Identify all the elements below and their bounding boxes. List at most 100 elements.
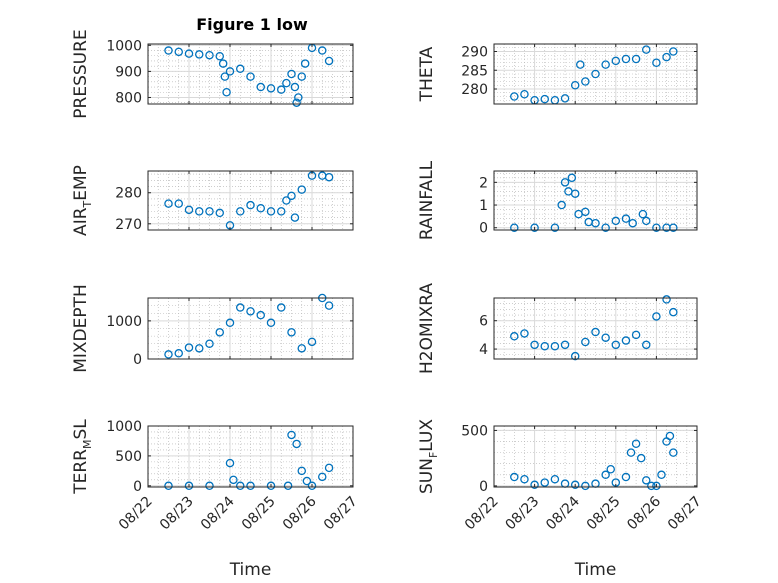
data-point (297, 72, 306, 81)
data-point (287, 430, 296, 440)
data-point (611, 340, 621, 350)
data-point (246, 200, 255, 210)
x-tick-label: 08/24 (543, 493, 583, 533)
data-point (510, 332, 519, 341)
axes-box (493, 43, 698, 105)
data-point (510, 92, 519, 101)
data-point (292, 98, 301, 107)
x-tick-label: 08/26 (280, 493, 320, 533)
data-point (266, 481, 276, 491)
data-point (205, 50, 214, 60)
data-point (642, 340, 651, 350)
x-axis-label: Time (574, 560, 617, 580)
data-point (317, 46, 327, 55)
data-point (307, 481, 317, 491)
data-point (229, 475, 238, 485)
data-point (287, 328, 296, 337)
data-point (628, 218, 637, 228)
data-point (540, 94, 550, 104)
axes-box (493, 170, 698, 231)
x-tick-label: 08/22 (462, 493, 502, 533)
data-point (647, 481, 656, 491)
figure-title: Figure 1 low (196, 15, 308, 34)
y-tick-label: 1000 (106, 314, 142, 330)
data-point (246, 481, 255, 491)
x-tick-label: 08/22 (116, 493, 156, 533)
data-point (530, 223, 539, 232)
axes-box (493, 425, 698, 488)
subplot-mixdepth: 0 1000 MIXDEPTH (71, 284, 354, 373)
data-point (287, 191, 296, 201)
y-axis-label: AIRTEMP (71, 165, 94, 236)
y-tick-label: 0 (479, 479, 488, 495)
y-axis-label: H2OMIXRA (417, 283, 437, 374)
data-point (282, 78, 291, 88)
data-point (215, 52, 224, 61)
data-point (282, 196, 291, 205)
data-point (205, 207, 214, 216)
data-point (510, 472, 519, 482)
data-point (601, 470, 610, 480)
data-point (631, 54, 641, 64)
data-point (302, 476, 312, 486)
data-point (297, 466, 306, 476)
data-point (626, 448, 636, 457)
data-point (164, 199, 173, 208)
data-point (324, 301, 334, 310)
y-tick-label: 4 (479, 342, 488, 358)
data-point (184, 481, 194, 491)
y-axis-label: TERRMSL (71, 419, 94, 495)
data-point (256, 82, 265, 92)
axes-box (493, 297, 698, 360)
data-point (520, 329, 529, 338)
data-point (184, 343, 194, 352)
y-tick-label: 1000 (106, 38, 142, 54)
y-axis-label: SUNFLUX (417, 419, 440, 494)
data-point (621, 336, 631, 345)
data-point (297, 344, 306, 353)
x-tick-label: 08/26 (624, 493, 664, 533)
data-point (184, 49, 194, 58)
data-point (611, 216, 621, 226)
data-point (581, 337, 590, 347)
data-point (652, 481, 661, 491)
data-point (276, 207, 286, 216)
axes-box (147, 170, 354, 231)
data-point (642, 476, 651, 485)
data-point (215, 328, 224, 337)
data-point (601, 333, 610, 342)
y-tick-label: 1 (479, 198, 488, 214)
y-tick-label: 0 (479, 221, 488, 237)
data-point (601, 223, 610, 232)
data-point (642, 216, 651, 226)
data-point (290, 213, 300, 222)
data-point (606, 465, 615, 474)
data-point (520, 90, 529, 99)
subplot-sun-flux: 0 500 08/22 08/23 08/24 08/25 08/26 08/27 SUNFLU… (417, 419, 705, 580)
data-point (222, 88, 231, 97)
data-point (276, 85, 286, 94)
y-axis-label: RAINFALL (417, 160, 437, 240)
data-point (669, 448, 678, 457)
data-point (570, 480, 580, 490)
x-tick-label: 08/24 (198, 493, 238, 533)
data-point (669, 307, 678, 317)
data-point (560, 340, 570, 350)
axes-box (147, 43, 354, 105)
data-point (194, 207, 204, 216)
axes-box (147, 425, 354, 488)
data-point (550, 223, 560, 232)
data-point (530, 340, 539, 350)
x-tick-label: 08/23 (503, 493, 543, 533)
data-point (235, 64, 245, 74)
y-tick-label: 270 (115, 217, 142, 233)
data-point (567, 173, 577, 183)
y-tick-label: 500 (115, 449, 142, 465)
y-tick-label: 0 (133, 352, 142, 368)
data-point (662, 295, 671, 304)
data-point (591, 218, 600, 228)
data-point (540, 341, 550, 351)
data-point (665, 431, 675, 441)
data-point (256, 310, 265, 320)
